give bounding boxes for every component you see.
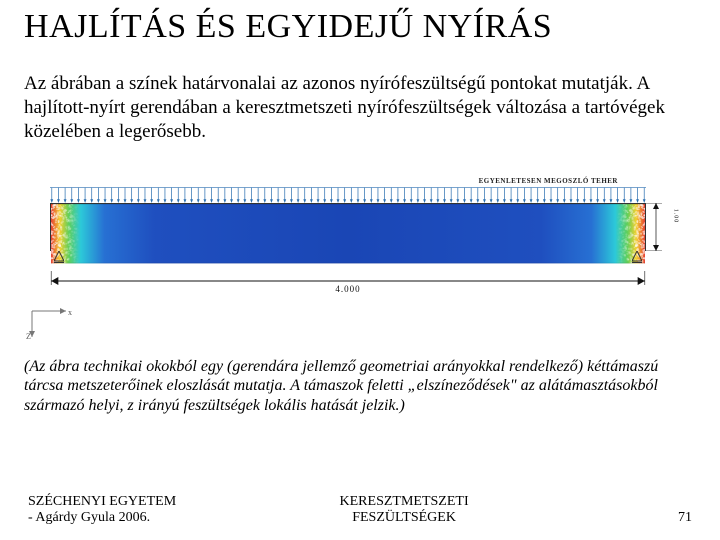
stress-figure: EGYENLETESEN MEGOSZLÓ TEHER 1.00 xyxy=(24,173,696,353)
footer-center: KERESZTMETSZETI FESZÜLTSÉGEK xyxy=(176,494,632,526)
slide: HAJLÍTÁS ÉS EGYIDEJŰ NYÍRÁS Az ábrában a… xyxy=(0,0,720,540)
distributed-load-icon xyxy=(50,187,646,203)
axis-z-label: Z xyxy=(26,332,31,341)
axis-x-label: x xyxy=(68,308,72,317)
height-dimension xyxy=(646,203,670,251)
body-text: Az ábrában a színek határvonalai az azon… xyxy=(24,72,696,143)
footer-left-line1: SZÉCHENYI EGYETEM xyxy=(28,494,176,510)
page-number: 71 xyxy=(632,510,692,526)
footer-left: SZÉCHENYI EGYETEM - Agárdy Gyula 2006. xyxy=(28,494,176,526)
length-label: 4.000 xyxy=(24,284,672,294)
height-label: 1.00 xyxy=(672,209,678,224)
slide-title: HAJLÍTÁS ÉS EGYIDEJŰ NYÍRÁS xyxy=(24,8,696,46)
load-label: EGYENLETESEN MEGOSZLÓ TEHER xyxy=(479,177,618,185)
footer-left-line2: - Agárdy Gyula 2006. xyxy=(28,510,176,526)
beam-stress-field xyxy=(50,203,646,251)
right-support-icon xyxy=(632,251,642,263)
axes-icon: x Z xyxy=(26,305,72,341)
footer-center-line2: FESZÜLTSÉGEK xyxy=(176,510,632,526)
left-support-icon xyxy=(54,251,64,263)
footer-center-line1: KERESZTMETSZETI xyxy=(176,494,632,510)
figure-caption: (Az ábra technikai okokból egy (gerendár… xyxy=(24,357,696,415)
slide-footer: SZÉCHENYI EGYETEM - Agárdy Gyula 2006. K… xyxy=(0,494,720,526)
